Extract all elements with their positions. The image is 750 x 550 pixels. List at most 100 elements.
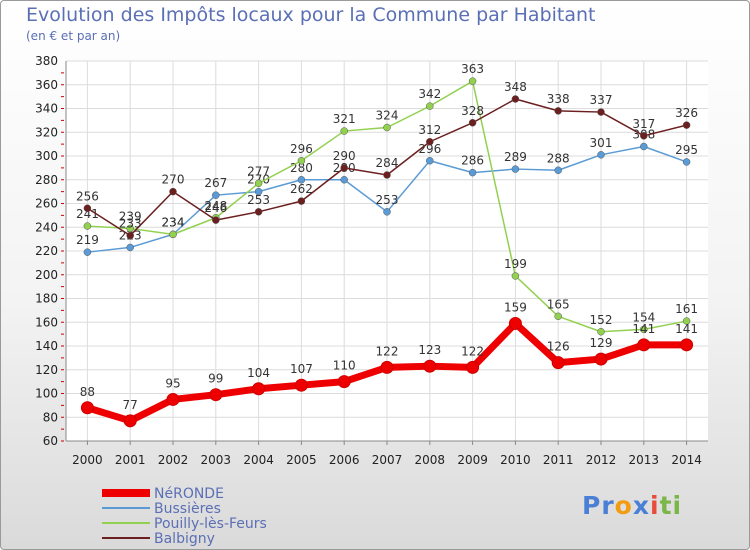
- x-tick-label: 2011: [543, 453, 574, 467]
- data-label: 326: [675, 106, 698, 120]
- series-point-1: [597, 151, 605, 159]
- data-label: 122: [376, 344, 399, 358]
- data-label: 317: [632, 117, 655, 131]
- series-point-0: [508, 316, 522, 330]
- x-tick-label: 2013: [629, 453, 660, 467]
- logo-letter: o: [614, 491, 633, 520]
- data-label: 161: [675, 302, 698, 316]
- series-point-2: [468, 77, 477, 85]
- series-point-1: [383, 208, 391, 216]
- series-point-0: [466, 360, 480, 374]
- data-label: 95: [165, 376, 180, 390]
- data-label: 348: [504, 80, 527, 94]
- series-point-2: [169, 230, 177, 239]
- data-label: 159: [504, 300, 527, 314]
- x-tick-label: 2014: [671, 453, 702, 467]
- logo-letter: x: [632, 491, 650, 520]
- data-label: 99: [208, 372, 223, 386]
- series-point-0: [209, 388, 223, 402]
- y-tick-label: 240: [35, 220, 58, 234]
- legend-label: NéRONDE: [154, 486, 224, 502]
- data-label: 284: [376, 156, 399, 170]
- series-point-3: [212, 216, 220, 224]
- series-point-3: [468, 119, 477, 127]
- data-label: 321: [333, 112, 356, 126]
- series-point-1: [83, 248, 92, 256]
- data-label: 152: [590, 313, 613, 327]
- data-label: 123: [418, 343, 441, 357]
- data-label: 107: [290, 362, 313, 376]
- series-point-3: [682, 121, 691, 129]
- series-point-2: [682, 317, 691, 325]
- data-label: 270: [162, 173, 185, 187]
- data-label: 328: [461, 104, 484, 118]
- x-tick-label: 2007: [372, 453, 403, 467]
- data-label: 295: [675, 143, 698, 157]
- data-label: 262: [290, 182, 313, 196]
- series-point-3: [254, 208, 263, 216]
- data-label: 253: [247, 193, 270, 207]
- series-point-0: [380, 360, 394, 374]
- series-point-0: [680, 338, 694, 352]
- series-point-2: [554, 312, 562, 321]
- data-label: 338: [547, 92, 570, 106]
- proxiti-logo: Proxiti: [582, 491, 682, 520]
- series-point-0: [294, 378, 308, 392]
- y-tick-label: 280: [35, 173, 58, 187]
- series-point-2: [597, 328, 605, 336]
- logo-letter: P: [582, 491, 602, 520]
- data-label: 199: [504, 257, 527, 271]
- series-point-1: [340, 176, 348, 184]
- y-tick-label: 120: [35, 363, 58, 377]
- logo-letter: t: [659, 491, 673, 520]
- x-tick-label: 2000: [72, 453, 103, 467]
- legend-label: Bussières: [154, 501, 221, 517]
- data-label: 129: [590, 336, 613, 350]
- data-label: 241: [76, 207, 99, 221]
- data-label: 234: [162, 215, 185, 229]
- series-point-3: [554, 107, 562, 115]
- series-point-1: [297, 176, 306, 184]
- y-tick-label: 140: [35, 339, 58, 353]
- series-point-3: [126, 231, 134, 240]
- chart-subtitle: (en € et par an): [26, 29, 121, 43]
- data-label: 342: [418, 87, 441, 101]
- series-point-0: [166, 392, 180, 406]
- series-point-1: [426, 157, 434, 165]
- data-label: 288: [547, 151, 570, 165]
- x-tick-label: 2006: [329, 453, 360, 467]
- x-tick-label: 2003: [201, 453, 232, 467]
- series-point-3: [597, 108, 605, 116]
- series-point-3: [383, 171, 391, 179]
- series-point-3: [297, 197, 306, 205]
- logo-letter: i: [672, 491, 683, 520]
- series-point-0: [423, 359, 437, 373]
- y-tick-label: 340: [35, 102, 58, 116]
- data-label: 165: [547, 297, 570, 311]
- y-tick-label: 360: [35, 78, 58, 92]
- series-point-2: [297, 157, 306, 165]
- series-point-1: [511, 165, 520, 173]
- series-point-1: [682, 158, 691, 166]
- y-tick-label: 320: [35, 125, 58, 139]
- data-label: 289: [504, 150, 527, 164]
- series-point-1: [554, 166, 562, 174]
- x-tick-label: 2010: [500, 453, 531, 467]
- x-tick-label: 2002: [158, 453, 189, 467]
- data-label: 126: [547, 340, 570, 354]
- series-point-2: [383, 123, 391, 132]
- series-point-3: [511, 95, 520, 103]
- x-tick-label: 2008: [415, 453, 446, 467]
- legend-label: Pouilly-lès-Feurs: [154, 516, 267, 532]
- data-label: 301: [590, 136, 613, 150]
- data-label: 248: [204, 199, 227, 213]
- data-label: 234: [162, 215, 185, 229]
- data-label: 219: [76, 233, 99, 247]
- data-label: 253: [376, 193, 399, 207]
- data-label: 239: [119, 209, 142, 223]
- data-label: 312: [418, 123, 441, 137]
- y-tick-label: 180: [35, 292, 58, 306]
- y-tick-label: 160: [35, 315, 58, 329]
- series-point-2: [640, 325, 648, 334]
